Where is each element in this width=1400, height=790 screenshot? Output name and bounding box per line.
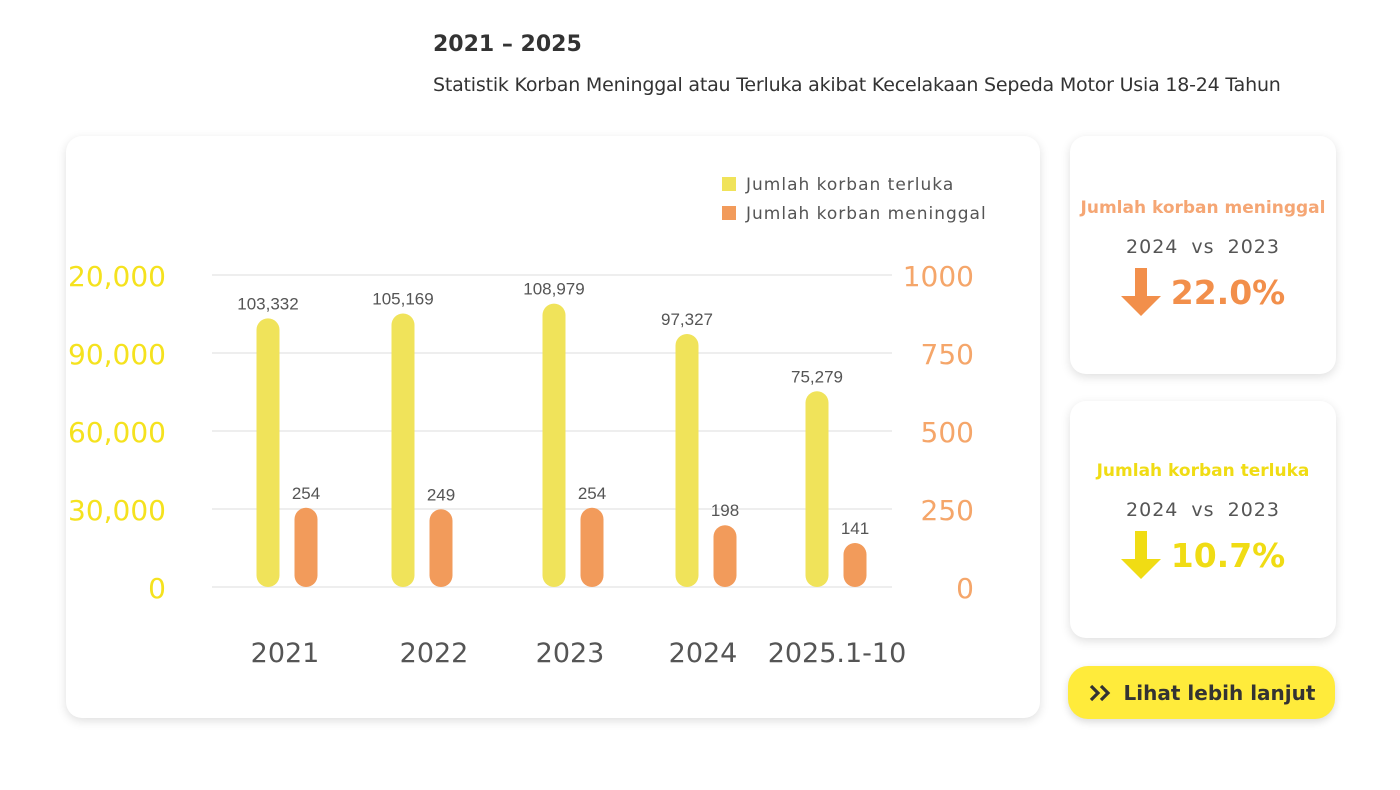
right-axis-tick: 750 — [921, 338, 974, 371]
x-axis-label: 2025.1-10 — [768, 638, 907, 669]
x-axis-label: 2021 — [251, 638, 320, 669]
bar-injured — [542, 303, 566, 587]
left-axis-tick: 120,000 — [66, 260, 166, 293]
right-axis-tick: 250 — [921, 494, 974, 527]
year-range-title: 2021 – 2025 — [433, 32, 582, 57]
chart-card: 0 0 30,000 250 60,000 500 90,000 750 120,000 1000… — [66, 136, 1040, 718]
stat-compare: 2024 vs 2023 — [1126, 499, 1280, 521]
chart-subtitle: Statistik Korban Meninggal atau Terluka … — [433, 74, 1281, 96]
legend-label: Jumlah korban meninggal — [745, 204, 987, 224]
data-label: 249 — [427, 485, 455, 504]
stat-change-value: 10.7% — [1170, 535, 1286, 575]
bar-injured — [805, 391, 829, 587]
stat-card-injuries: Jumlah korban terluka 2024 vs 2023 10.7% — [1070, 401, 1336, 638]
data-label: 105,169 — [372, 290, 433, 309]
x-axis-label: 2023 — [536, 638, 605, 669]
legend-label: Jumlah korban terluka — [745, 175, 954, 195]
x-axis-label: 2024 — [669, 638, 738, 669]
data-label: 198 — [711, 501, 739, 520]
arrow-down-icon — [1120, 531, 1161, 579]
stat-title: Jumlah korban terluka — [1096, 461, 1310, 481]
bar-injured — [256, 318, 280, 587]
stat-change-value: 22.0% — [1170, 272, 1286, 312]
bar-chart: 0 0 30,000 250 60,000 500 90,000 750 120,000 1000… — [66, 175, 987, 669]
data-label: 254 — [578, 484, 606, 503]
double-chevron-right-icon — [1089, 684, 1110, 701]
see-more-button[interactable]: Lihat lebih lanjut — [1068, 666, 1335, 719]
bar-injured — [391, 313, 415, 587]
bar-deaths — [843, 543, 867, 587]
bar-deaths — [429, 509, 453, 587]
bar-deaths — [294, 507, 318, 587]
arrow-down-icon — [1120, 268, 1161, 316]
stat-card-deaths: Jumlah korban meninggal 2024 vs 2023 22.… — [1070, 136, 1336, 374]
legend-swatch — [722, 206, 736, 220]
data-label: 141 — [841, 519, 869, 538]
left-axis-tick: 30,000 — [68, 494, 166, 527]
data-label: 254 — [292, 484, 320, 503]
data-label: 108,979 — [523, 280, 584, 299]
bar-injured — [675, 333, 699, 587]
data-label: 75,279 — [791, 367, 843, 386]
bar-deaths — [713, 525, 737, 587]
x-axis-label: 2022 — [400, 638, 469, 669]
data-label: 103,332 — [237, 294, 298, 313]
left-axis-tick: 60,000 — [68, 416, 166, 449]
data-label: 97,327 — [661, 310, 713, 329]
stat-title: Jumlah korban meninggal — [1080, 198, 1326, 218]
right-axis-tick: 500 — [921, 416, 974, 449]
stat-compare: 2024 vs 2023 — [1126, 236, 1280, 258]
right-axis-tick: 1000 — [903, 260, 974, 293]
right-axis-tick: 0 — [956, 572, 974, 605]
see-more-label: Lihat lebih lanjut — [1123, 680, 1316, 705]
left-axis-tick: 90,000 — [68, 338, 166, 371]
bar-deaths — [580, 507, 604, 587]
left-axis-tick: 0 — [148, 572, 166, 605]
legend-swatch — [722, 177, 736, 191]
